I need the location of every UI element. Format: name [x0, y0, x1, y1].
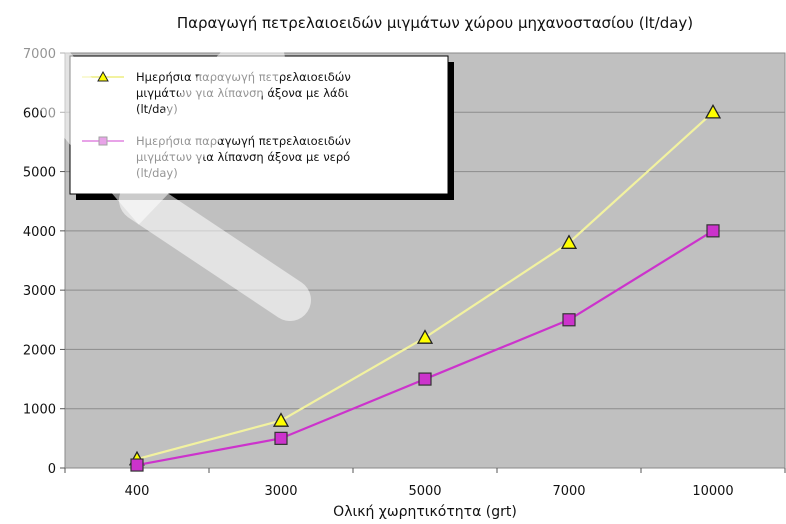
data-point — [418, 372, 432, 386]
x-tick-label: 3000 — [264, 484, 297, 499]
x-tick-label: 5000 — [408, 484, 441, 499]
x-axis-ticks: 400 3000 5000 7000 10000 — [64, 468, 786, 499]
watermark — [0, 10, 311, 321]
data-point — [272, 412, 290, 427]
y-tick-label: 1000 — [23, 403, 56, 418]
x-axis-label: Ολική χωρητικότητα (grt) — [333, 504, 517, 520]
y-tick-label: 3000 — [23, 284, 56, 299]
x-tick-label: 10000 — [692, 484, 733, 499]
x-tick-label: 400 — [125, 484, 150, 499]
data-point — [704, 103, 722, 119]
y-tick-label: 2000 — [23, 343, 56, 358]
series-group — [128, 103, 722, 472]
y-tick-label: 4000 — [23, 225, 56, 240]
y-tick-label: 5000 — [23, 166, 56, 181]
data-point — [706, 224, 720, 238]
y-tick-label: 0 — [48, 462, 56, 477]
data-point — [562, 313, 576, 327]
x-tick-label: 7000 — [552, 484, 585, 499]
series-2 — [130, 224, 720, 472]
data-point — [560, 234, 578, 249]
legend-marker — [97, 70, 109, 82]
data-point — [416, 329, 434, 344]
chart-title: Παραγωγή πετρελαιοειδών μιγμάτων χώρου μ… — [177, 14, 693, 32]
watermark-shape — [119, 179, 311, 321]
data-point — [130, 458, 144, 472]
data-point — [274, 431, 288, 445]
